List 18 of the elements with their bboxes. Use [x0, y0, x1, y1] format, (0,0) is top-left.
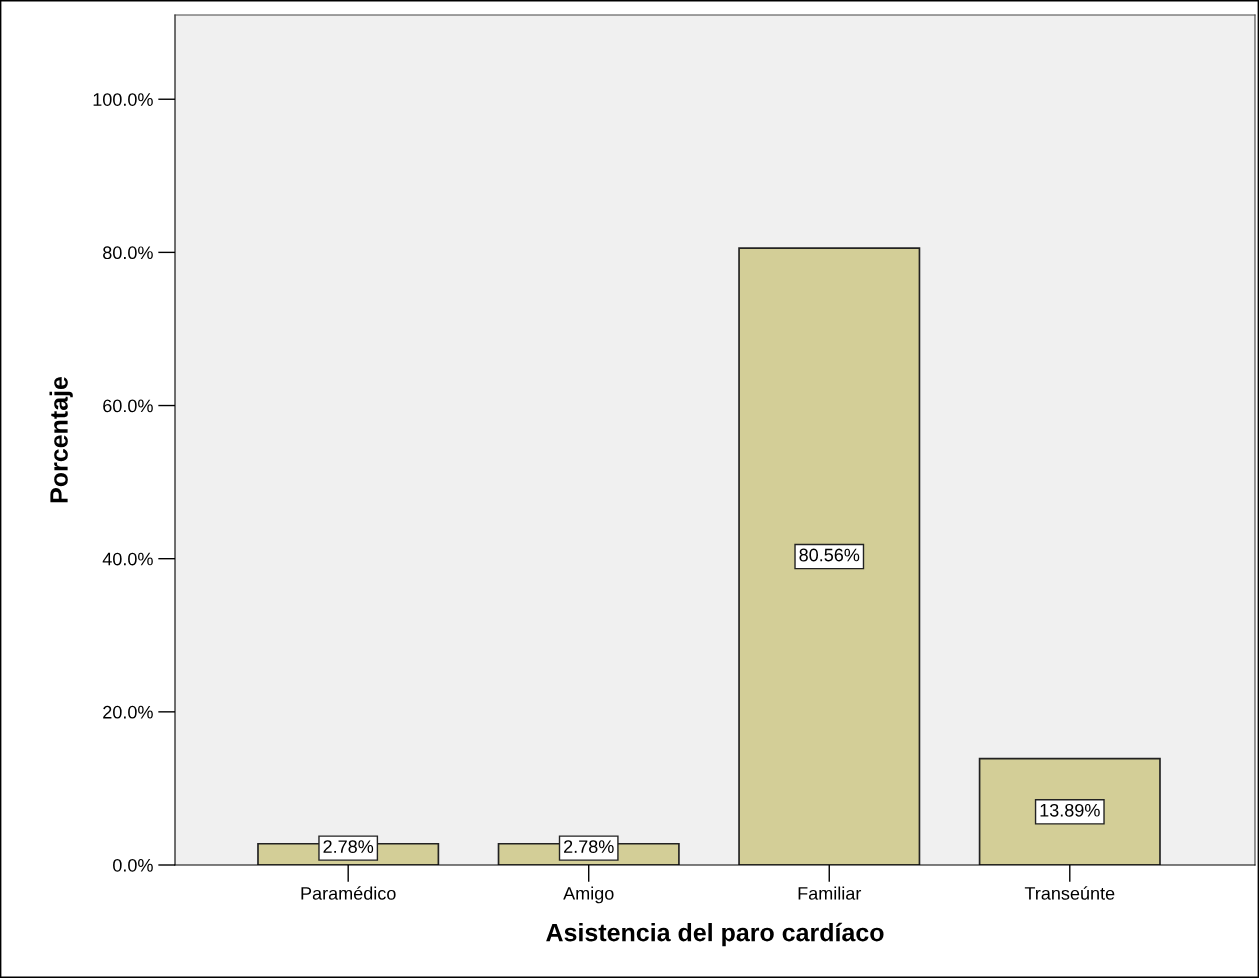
- data-label: 2.78%: [323, 840, 374, 853]
- x-tick-label: Amigo: [563, 886, 614, 904]
- bar: [978, 757, 1161, 865]
- y-tick-label: 0.0%: [113, 858, 153, 872]
- x-tick-label: Paramédico: [301, 886, 396, 900]
- y-tick-label: 80.0%: [103, 246, 153, 260]
- x-tick-label: Transeúnte: [1024, 886, 1115, 900]
- x-axis-title: Asistencia del paro cardíaco: [546, 922, 884, 947]
- data-label: 13.89%: [1040, 803, 1100, 817]
- bar: [738, 247, 921, 865]
- y-tick-label: 60.0%: [103, 399, 153, 413]
- data-label: 2.78%: [564, 840, 614, 853]
- x-tick-label: Familiar: [798, 886, 862, 900]
- y-tick-label: 40.0%: [102, 552, 153, 566]
- y-axis-title: Porcentaje: [49, 376, 73, 503]
- y-tick-label: 20.0%: [103, 705, 153, 719]
- data-label: 80.56%: [799, 548, 860, 562]
- y-tick-label: 100.0%: [93, 93, 153, 106]
